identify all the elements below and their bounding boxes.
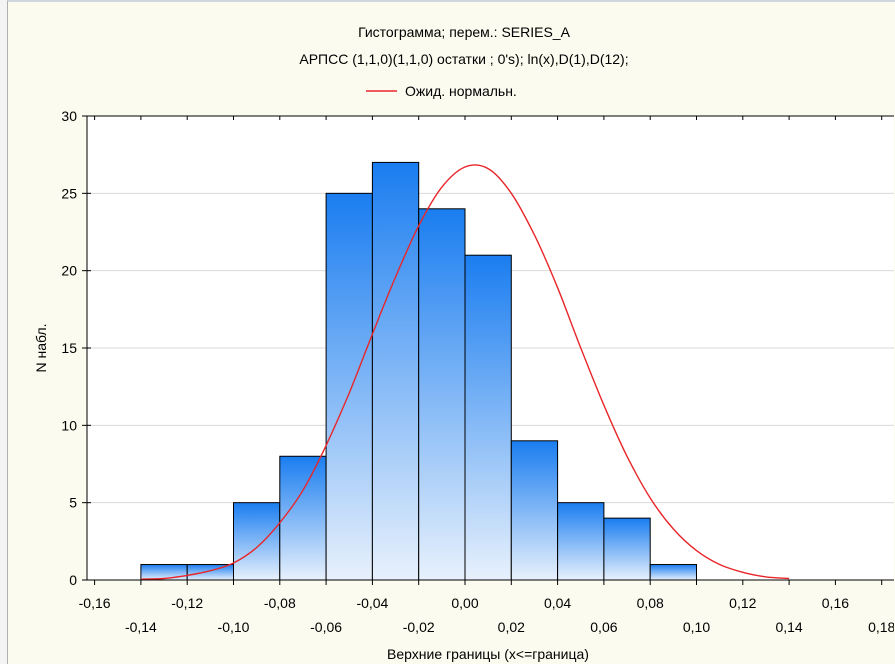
x-tick-label: 0,14 (775, 619, 802, 635)
x-tick-label: -0,10 (218, 619, 250, 635)
x-tick-label: -0,06 (310, 619, 342, 635)
histogram-bar (649, 564, 698, 581)
y-tick-label: 20 (61, 263, 77, 279)
x-tick-label: 0,00 (451, 595, 478, 611)
chart-legend: Ожид. нормальн. (366, 83, 517, 99)
x-tick-label: 0,18 (868, 619, 894, 635)
x-tick-label: 0,04 (544, 595, 571, 611)
y-tick-label: 15 (61, 340, 77, 356)
histogram-bar (279, 455, 327, 581)
histogram-bar (603, 517, 651, 581)
y-tick-label: 0 (69, 572, 77, 588)
histogram-bar (418, 208, 466, 581)
axes (82, 115, 894, 585)
y-tick-label: 30 (61, 108, 77, 124)
x-tick-label: 0,06 (590, 619, 617, 635)
chart-window: Гистограмма; перем.: SERIES_A АРПСС (1,1… (7, 0, 895, 664)
y-tick-label: 5 (69, 495, 77, 511)
x-tick-label: 0,16 (822, 595, 849, 611)
legend-label: Ожид. нормальн. (405, 83, 517, 99)
x-tick-label: -0,16 (79, 595, 111, 611)
y-tick-label: 25 (61, 185, 77, 201)
x-tick-label: -0,12 (171, 595, 203, 611)
histogram-bar (510, 440, 559, 581)
x-tick-label: 0,12 (729, 595, 756, 611)
x-axis-title: Верхние границы (x<=граница) (387, 646, 589, 662)
histogram-bar (464, 254, 512, 581)
chart-subtitle: АРПСС (1,1,0)(1,1,0) остатки ; 0's); ln(… (299, 51, 628, 67)
x-tick-label: -0,04 (356, 595, 388, 611)
x-tick-label: -0,14 (125, 619, 157, 635)
x-tick-label: 0,02 (498, 619, 525, 635)
y-tick-label: 10 (61, 417, 77, 433)
histogram-bar (325, 192, 373, 581)
histogram-bars (140, 161, 698, 581)
x-tick-label: 0,10 (683, 619, 710, 635)
histogram-bar (371, 161, 420, 581)
x-tick-label: 0,08 (637, 595, 664, 611)
histogram-bar (557, 502, 605, 581)
x-tick-label: -0,08 (264, 595, 296, 611)
x-tick-labels: -0,16 -0,12 -0,08 -0,04 0,00 0,04 0,08 0,12 0,16… (79, 595, 895, 635)
y-tick-labels: 0 5 10 15 20 25 30 (61, 108, 77, 588)
x-tick-label: -0,02 (403, 619, 435, 635)
normal-curve (140, 164, 790, 580)
histogram-bar (186, 564, 234, 581)
histogram-bar (233, 502, 281, 581)
histogram-chart: Гистограмма; перем.: SERIES_A АРПСС (1,1… (33, 24, 895, 662)
chart-title: Гистограмма; перем.: SERIES_A (358, 24, 571, 40)
y-axis-title: N набл. (33, 324, 49, 373)
histogram-bar (140, 564, 188, 581)
